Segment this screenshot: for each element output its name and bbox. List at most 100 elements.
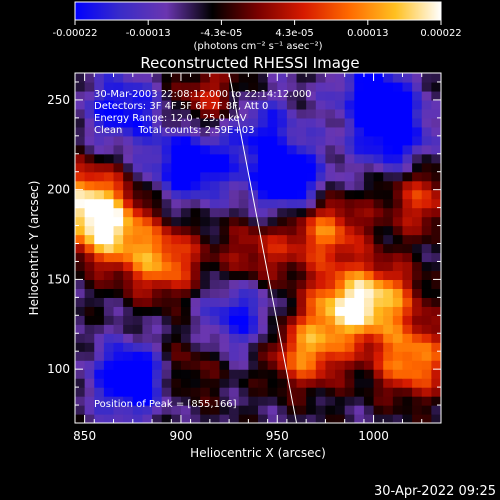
peak-position-text: Position of Peak = [855,166] bbox=[94, 399, 237, 410]
heatmap-cell bbox=[238, 360, 249, 370]
heatmap-cell bbox=[363, 279, 375, 289]
heatmap-cell bbox=[286, 135, 298, 146]
heatmap-cell bbox=[219, 180, 230, 191]
heatmap-cell bbox=[335, 234, 346, 245]
heatmap-cell bbox=[325, 360, 336, 370]
heatmap-cell bbox=[344, 333, 355, 343]
heatmap-cell bbox=[383, 414, 394, 423]
heatmap-cell bbox=[267, 306, 278, 316]
heatmap-cell bbox=[315, 153, 327, 164]
heatmap-cell bbox=[161, 387, 172, 397]
heatmap-cell bbox=[209, 81, 221, 92]
heatmap-cell bbox=[238, 270, 249, 281]
heatmap-cell bbox=[152, 315, 163, 325]
heatmap-cell bbox=[277, 333, 288, 343]
heatmap-cell bbox=[306, 99, 317, 110]
heatmap-cell bbox=[392, 216, 404, 227]
heatmap-cell bbox=[113, 162, 124, 173]
heatmap-cell bbox=[238, 288, 249, 298]
heatmap-cell bbox=[113, 81, 124, 92]
heatmap-cell bbox=[354, 144, 365, 155]
clean-counts-text: Clean Total counts: 2.59E+03 bbox=[94, 125, 254, 136]
heatmap-cell bbox=[75, 73, 86, 83]
colorbar-tick-label: 0.00013 bbox=[347, 28, 388, 39]
heatmap-cell bbox=[94, 90, 105, 101]
heatmap-cell bbox=[296, 414, 307, 423]
heatmap-cell bbox=[258, 342, 269, 352]
heatmap-cell bbox=[161, 369, 172, 379]
heatmap-cell bbox=[229, 90, 240, 101]
heatmap-cell bbox=[306, 297, 317, 307]
heatmap-cell bbox=[94, 333, 105, 343]
heatmap-cell bbox=[421, 225, 432, 236]
heatmap-cell bbox=[171, 225, 182, 236]
heatmap-cell bbox=[286, 108, 298, 119]
heatmap-cell bbox=[248, 369, 259, 379]
heatmap-cell bbox=[431, 405, 441, 415]
heatmap-cell bbox=[354, 90, 365, 101]
heatmap-cell bbox=[315, 405, 327, 415]
heatmap-cell bbox=[152, 162, 163, 173]
heatmap-cell bbox=[344, 99, 355, 110]
heatmap-cell bbox=[344, 351, 355, 361]
heatmap-cell bbox=[306, 135, 317, 146]
heatmap-cell bbox=[335, 198, 346, 209]
heatmap-cell bbox=[142, 73, 153, 83]
heatmap-cell bbox=[84, 288, 95, 298]
heatmap-cell bbox=[161, 144, 172, 155]
heatmap-cell bbox=[267, 414, 278, 423]
heatmap-cell bbox=[315, 306, 327, 316]
heatmap-cell bbox=[103, 387, 115, 397]
heatmap-cell bbox=[229, 396, 240, 406]
heatmap-cell bbox=[132, 189, 144, 200]
heatmap-cell bbox=[209, 324, 221, 334]
y-tick-label: 100 bbox=[47, 362, 70, 376]
heatmap-cell bbox=[354, 180, 365, 191]
heatmap-cell bbox=[113, 73, 124, 83]
heatmap-cell bbox=[421, 126, 432, 137]
heatmap-cell bbox=[258, 225, 269, 236]
heatmap-cell bbox=[286, 414, 298, 423]
heatmap-cell bbox=[315, 378, 327, 388]
heatmap-cell bbox=[412, 171, 423, 182]
heatmap-cell bbox=[267, 207, 278, 218]
heatmap-cell bbox=[219, 297, 230, 307]
heatmap-cell bbox=[354, 135, 365, 146]
heatmap-cell bbox=[113, 180, 124, 191]
heatmap-cell bbox=[306, 387, 317, 397]
heatmap-cell bbox=[258, 405, 269, 415]
heatmap-cell bbox=[84, 162, 95, 173]
heatmap-cell bbox=[267, 360, 278, 370]
heatmap-cell bbox=[258, 297, 269, 307]
heatmap-cell bbox=[94, 171, 105, 182]
heatmap-cell bbox=[344, 369, 355, 379]
heatmap-cell bbox=[286, 207, 298, 218]
heatmap-cell bbox=[402, 153, 413, 164]
heatmap-cell bbox=[219, 414, 230, 423]
heatmap-cell bbox=[142, 153, 153, 164]
heatmap-cell bbox=[354, 270, 365, 281]
heatmap-cell bbox=[315, 171, 327, 182]
heatmap-cell bbox=[373, 279, 384, 289]
heatmap-cell bbox=[277, 126, 288, 137]
heatmap-cell bbox=[315, 414, 327, 423]
heatmap-cell bbox=[392, 351, 404, 361]
heatmap-cell bbox=[84, 180, 95, 191]
heatmap-cell bbox=[84, 243, 95, 254]
heatmap-cell bbox=[229, 117, 240, 128]
heatmap-cell bbox=[412, 135, 423, 146]
heatmap-cell bbox=[286, 369, 298, 379]
heatmap-cell bbox=[142, 315, 153, 325]
heatmap-cell bbox=[84, 387, 95, 397]
heatmap-cell bbox=[75, 81, 86, 92]
heatmap-cell bbox=[161, 171, 172, 182]
heatmap-cell bbox=[190, 342, 201, 352]
heatmap-cell bbox=[190, 252, 201, 263]
heatmap-cell bbox=[75, 207, 86, 218]
heatmap-cell bbox=[209, 396, 221, 406]
heatmap-cell bbox=[335, 189, 346, 200]
heatmap-cell bbox=[392, 90, 404, 101]
heatmap-cell bbox=[171, 351, 182, 361]
heatmap-cell bbox=[354, 405, 365, 415]
heatmap-cell bbox=[335, 180, 346, 191]
